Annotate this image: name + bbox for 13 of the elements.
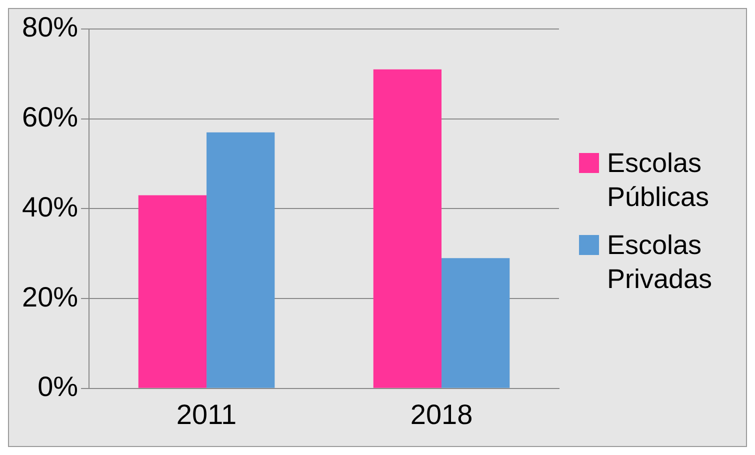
legend-label: Escolas Privadas (607, 228, 714, 296)
y-tick-label: 80% (22, 12, 78, 43)
y-tick-label: 40% (22, 191, 78, 222)
bar (138, 195, 207, 388)
x-tick-label: 2018 (410, 398, 473, 430)
legend-label: Escolas Públicas (607, 146, 710, 214)
y-tick-label: 60% (22, 102, 78, 133)
y-tick-label: 0% (38, 371, 78, 402)
bar (206, 132, 275, 388)
bar (373, 69, 442, 388)
x-tick-label: 2011 (176, 398, 237, 430)
y-tick-label: 20% (22, 281, 78, 312)
bar (442, 258, 510, 388)
